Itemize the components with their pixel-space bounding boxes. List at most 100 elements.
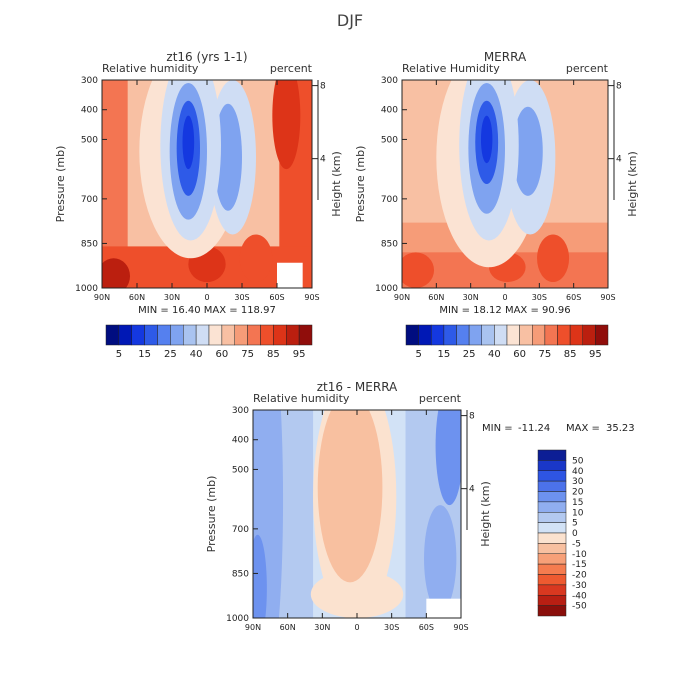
contour-field bbox=[402, 80, 608, 288]
panel-model: 90N 60N 30N 0 30S 60S 90S 300 400 500 700 850 1000 8 4… bbox=[54, 50, 343, 360]
y-tick-label: 400 bbox=[232, 436, 249, 446]
colorbar-label: 40 bbox=[190, 349, 203, 360]
colorbar-label: -20 bbox=[572, 571, 587, 581]
colorbar-swatch bbox=[537, 532, 567, 544]
colorbar-swatch bbox=[537, 543, 567, 554]
colorbar-swatch bbox=[537, 449, 567, 461]
colorbar-swatch bbox=[537, 512, 567, 523]
contour-negative-center bbox=[336, 433, 364, 529]
diff-min-label: MIN = bbox=[482, 423, 513, 434]
colorbar-swatch bbox=[537, 501, 567, 513]
panel-variable-label: Relative humidity bbox=[102, 62, 199, 75]
x-tick-label: 90S bbox=[600, 293, 615, 302]
colorbar-label: 85 bbox=[267, 349, 280, 360]
x-tick-label: 30N bbox=[463, 293, 479, 302]
y2-tick-label: 8 bbox=[616, 82, 622, 92]
y-tick-label: 500 bbox=[232, 465, 249, 475]
colorbar-swatch bbox=[494, 324, 508, 346]
y-tick-label: 700 bbox=[81, 195, 98, 205]
colorbar-label: -5 bbox=[572, 539, 581, 549]
colorbar-swatch bbox=[544, 324, 558, 346]
x-tick-label: 90N bbox=[94, 293, 110, 302]
y-tick-label: 700 bbox=[381, 195, 398, 205]
min-max-stat: MIN = 16.40 MAX = 118.97 bbox=[138, 305, 276, 316]
contour-south-positive bbox=[435, 410, 461, 506]
colorbar-label: 20 bbox=[572, 488, 584, 498]
colorbar-swatch bbox=[537, 605, 567, 617]
colorbar-swatch bbox=[532, 324, 546, 346]
y2-axis-label: Height (km) bbox=[479, 481, 492, 547]
colorbar-swatch bbox=[273, 324, 287, 346]
colorbar-swatch bbox=[183, 324, 197, 346]
x-tick-label: 60N bbox=[428, 293, 444, 302]
missing-data bbox=[426, 598, 461, 618]
x-tick-label: 60N bbox=[129, 293, 145, 302]
x-tick-label: 90S bbox=[453, 623, 468, 632]
colorbar-swatch bbox=[582, 324, 596, 346]
colorbar-swatch bbox=[537, 563, 567, 575]
colorbar-swatch bbox=[118, 324, 132, 346]
y-tick-label: 500 bbox=[81, 135, 98, 145]
contour-surface-max-north bbox=[102, 258, 130, 288]
panel-merra: 90N 60N 30N 0 30S 60S 90S 300 400 500 700 850 1000 8 4… bbox=[354, 50, 639, 360]
colorbar-swatch bbox=[170, 324, 184, 346]
y2-axis-label: Height (km) bbox=[330, 151, 343, 217]
colorbar-label: 5 bbox=[415, 349, 421, 360]
colorbar-swatch bbox=[195, 324, 210, 346]
colorbar-label: 75 bbox=[539, 349, 552, 360]
colorbar-label: 40 bbox=[488, 349, 501, 360]
y-tick-label: 1000 bbox=[375, 284, 398, 294]
colorbar-label: -40 bbox=[572, 591, 587, 601]
colorbar-swatch bbox=[537, 522, 567, 534]
panel-variable-label: Relative Humidity bbox=[402, 62, 500, 75]
x-tick-label: 90N bbox=[394, 293, 410, 302]
contour-surface-max-south bbox=[239, 234, 273, 283]
panel-units-label: percent bbox=[270, 62, 313, 75]
colorbar: 5 15 25 40 60 75 85 95 bbox=[405, 324, 609, 360]
colorbar-label: 85 bbox=[564, 349, 577, 360]
y2-tick-label: 8 bbox=[320, 82, 326, 92]
y2-axis-label: Height (km) bbox=[626, 151, 639, 217]
colorbar-swatch bbox=[431, 324, 445, 346]
x-tick-label: 30N bbox=[164, 293, 180, 302]
colorbar-label: -15 bbox=[572, 560, 587, 570]
colorbar-swatch bbox=[247, 324, 261, 346]
colorbar-swatch bbox=[144, 324, 158, 346]
colorbar-swatch bbox=[569, 324, 583, 346]
x-tick-label: 0 bbox=[502, 293, 507, 302]
panel-difference: 90N 60N 30N 0 30S 60S 90S300400500700850100084… bbox=[205, 380, 587, 632]
colorbar-label: 5 bbox=[572, 519, 578, 529]
colorbar-swatch bbox=[286, 324, 300, 346]
colorbar-swatch bbox=[519, 324, 533, 346]
colorbar-swatch bbox=[157, 324, 171, 346]
colorbar-label: 25 bbox=[463, 349, 476, 360]
contour-field bbox=[102, 80, 312, 288]
colorbar-swatch bbox=[537, 480, 567, 492]
colorbar-label: 30 bbox=[572, 477, 584, 487]
colorbar: 5 15 25 40 60 75 85 95 bbox=[105, 324, 313, 360]
colorbar-label: 0 bbox=[572, 529, 578, 539]
x-tick-label: 30S bbox=[384, 623, 399, 632]
colorbar-label: 95 bbox=[293, 349, 306, 360]
contour-dry-south-core bbox=[513, 106, 543, 196]
contour-dry-min bbox=[182, 115, 195, 170]
panel-units-label: percent bbox=[566, 62, 609, 75]
y-axis-label: Pressure (mb) bbox=[354, 146, 367, 223]
y-axis-label: Pressure (mb) bbox=[54, 146, 67, 223]
y-tick-label: 850 bbox=[81, 239, 98, 249]
colorbar-label: 5 bbox=[116, 349, 122, 360]
colorbar-swatch bbox=[105, 324, 120, 346]
colorbar-swatch bbox=[506, 324, 520, 346]
y-tick-label: 850 bbox=[232, 569, 249, 579]
colorbar-swatch bbox=[537, 460, 567, 471]
colorbar-label: -30 bbox=[572, 581, 587, 591]
colorbar-label: -10 bbox=[572, 550, 587, 560]
x-tick-label: 90S bbox=[304, 293, 319, 302]
colorbar-label: 15 bbox=[572, 498, 583, 508]
contour-south-lower bbox=[424, 505, 457, 613]
diff-max-label: MAX = bbox=[566, 423, 600, 434]
colorbar-swatch bbox=[537, 595, 567, 606]
panel-title: zt16 - MERRA bbox=[317, 380, 398, 394]
x-tick-label: 0 bbox=[354, 623, 359, 632]
colorbar-label: -50 bbox=[572, 602, 587, 612]
